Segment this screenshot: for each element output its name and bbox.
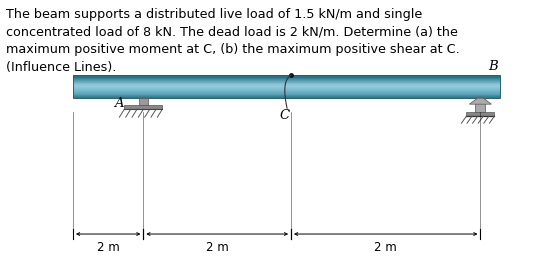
Bar: [73, 79, 500, 80]
Bar: [139, 98, 148, 105]
Bar: [73, 97, 500, 98]
Bar: [73, 96, 500, 97]
Bar: [73, 80, 500, 81]
Bar: [73, 95, 500, 96]
Bar: [73, 89, 500, 90]
Bar: [476, 98, 485, 112]
Bar: [73, 75, 500, 76]
Bar: [124, 105, 162, 109]
Text: 2 m: 2 m: [97, 241, 120, 254]
Bar: [73, 83, 500, 84]
Polygon shape: [470, 98, 491, 104]
Bar: [73, 93, 500, 94]
Bar: [73, 87, 500, 88]
Bar: [466, 112, 494, 116]
Text: 2 m: 2 m: [374, 241, 397, 254]
Bar: [73, 91, 500, 93]
Bar: [73, 82, 500, 83]
Bar: [73, 78, 500, 79]
Bar: [73, 76, 500, 77]
Text: C: C: [279, 109, 289, 122]
Text: A: A: [114, 97, 123, 110]
Bar: [73, 86, 500, 87]
Bar: [73, 81, 500, 82]
Text: The beam supports a distributed live load of 1.5 kN/m and single
concentrated lo: The beam supports a distributed live loa…: [6, 8, 460, 73]
Bar: [73, 88, 500, 89]
Text: B: B: [489, 60, 498, 73]
Bar: [73, 94, 500, 95]
Bar: [73, 75, 500, 98]
Text: 2 m: 2 m: [206, 241, 229, 254]
Bar: [73, 90, 500, 91]
Bar: [73, 84, 500, 86]
